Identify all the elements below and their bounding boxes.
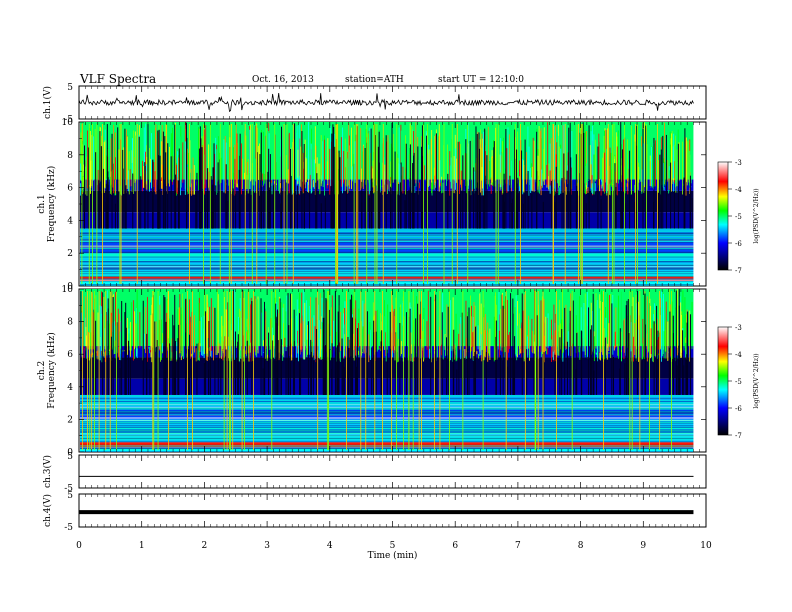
x-tick-label: 10 <box>700 541 712 551</box>
colorbar-tick-label: -3 <box>735 159 742 167</box>
colorbar-tick-label: -4 <box>735 351 742 359</box>
date-label: Oct. 16, 2013 <box>252 75 314 85</box>
colorbar-ticks: -3 -4 -5 -6 -7 log(PSD(V^2/Hz)) -3 -4 -5 -6 -7 log(… <box>728 159 760 440</box>
y-tick-label: 8 <box>67 318 73 328</box>
colorbar-tick-label: -6 <box>735 240 742 248</box>
start-time-label: start UT = 12:10:0 <box>438 75 524 85</box>
x-tick-label: 8 <box>578 541 584 551</box>
ch1-waveform <box>78 93 694 113</box>
y-axis-label: ch.4(V) <box>42 494 53 527</box>
y-tick-label: 6 <box>67 184 73 194</box>
y-tick-label: 0 <box>67 282 73 292</box>
spectro-band <box>80 447 694 452</box>
ch2-colorbar <box>717 326 729 436</box>
waveform-line <box>78 93 694 113</box>
ch2-spectrogram <box>80 289 705 452</box>
y-tick-label: -5 <box>64 523 73 533</box>
y-tick-label: 5 <box>67 491 73 501</box>
spectro-band <box>80 241 694 254</box>
ch1-spectrogram <box>80 122 705 286</box>
x-tick-label: 5 <box>390 541 396 551</box>
y-axis-label: ch.1(V) <box>42 86 53 119</box>
x-tick-label: 6 <box>452 541 458 551</box>
spectro-blank <box>693 123 705 285</box>
y-tick-label: 10 <box>62 285 74 295</box>
y-tick-label: 6 <box>67 350 73 360</box>
x-tick-label: 2 <box>202 541 208 551</box>
colorbar-tick-label: -7 <box>735 432 742 440</box>
channel-label: ch.1 <box>37 194 47 213</box>
x-tick-label: 0 <box>76 541 82 551</box>
spectro-blank <box>693 290 705 451</box>
spectro-band <box>80 281 694 286</box>
colorbar-tick-label: -7 <box>735 267 742 275</box>
y-tick-label: 2 <box>67 249 73 259</box>
x-tick-label: 7 <box>515 541 521 551</box>
y-tick-label: 0 <box>67 448 73 458</box>
y-tick-label: 4 <box>67 216 73 226</box>
ch1-colorbar <box>717 161 729 271</box>
y-tick-label: 10 <box>62 118 74 128</box>
colorbar-tick-label: -5 <box>735 378 742 386</box>
y-axis-label: ch.3(V) <box>42 455 53 488</box>
station-label: station=ATH <box>345 75 404 85</box>
x-tick-label: 1 <box>139 541 145 551</box>
colorbar-label: log(PSD(V^2/Hz)) <box>753 353 760 408</box>
spectro-band <box>80 442 694 448</box>
y-tick-label: 2 <box>67 415 73 425</box>
colorbar-tick-label: -4 <box>735 186 742 194</box>
spectro-band <box>80 253 694 277</box>
y-axis-label: Frequency (kHz) <box>46 166 57 243</box>
y-axis-label: Frequency (kHz) <box>46 332 57 409</box>
y-tick-label: 5 <box>67 83 73 93</box>
y-tick-label: 4 <box>67 383 73 393</box>
y-tick-label: 5 <box>67 452 73 462</box>
x-tick-label: 9 <box>640 541 646 551</box>
y-tick-label: 8 <box>67 151 73 161</box>
x-axis-label: Time (min) <box>368 550 418 561</box>
colorbar-tick-label: -5 <box>735 213 742 221</box>
x-tick-label: 4 <box>327 541 333 551</box>
colorbar-tick-label: -6 <box>735 405 742 413</box>
chart-title: VLF Spectra <box>80 72 157 86</box>
colorbar-tick-label: -3 <box>735 324 742 332</box>
y-tick-label: -5 <box>64 484 73 494</box>
x-tick-label: 3 <box>264 541 270 551</box>
y-tick-label: -5 <box>64 115 73 125</box>
colorbar-label: log(PSD(V^2/Hz)) <box>753 188 760 243</box>
channel-label: ch.2 <box>37 361 47 380</box>
